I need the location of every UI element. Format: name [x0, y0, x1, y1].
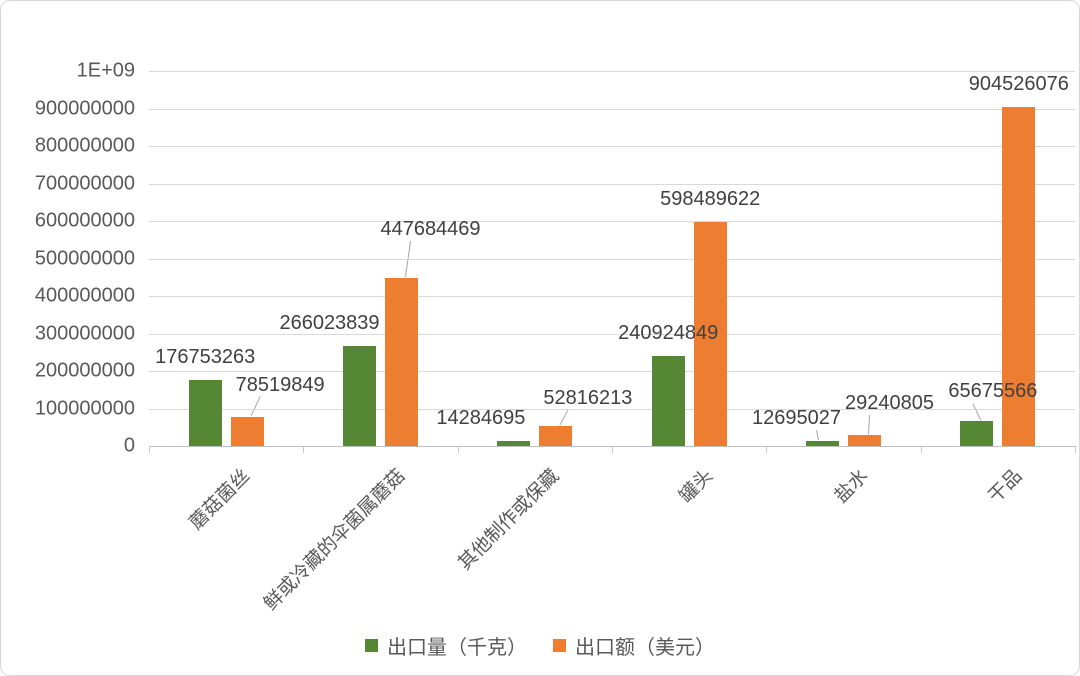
data-label: 78519849 [235, 373, 325, 396]
y-tick-label: 0 [123, 434, 135, 457]
data-label: 12695027 [752, 407, 841, 430]
data-label: 447684469 [380, 218, 481, 241]
bar-export-volume-0 [188, 379, 222, 446]
gridline [149, 146, 1075, 147]
legend-label-export-volume: 出口量（千克） [387, 636, 527, 659]
bar-export-volume-4 [806, 441, 839, 446]
gridline [149, 296, 1075, 297]
x-axis-tick [920, 446, 922, 453]
leader-line [816, 430, 819, 441]
bar-export-value-3 [693, 221, 727, 446]
data-label: 65675566 [948, 380, 1038, 403]
y-tick-label: 100000000 [34, 397, 135, 419]
y-tick-label: 600000000 [34, 209, 135, 232]
data-label: 29240805 [845, 392, 934, 415]
bar-export-value-5 [1002, 106, 1036, 446]
bar-export-value-0 [230, 416, 264, 446]
bar-export-value-4 [848, 435, 881, 446]
bar-export-value-1 [385, 278, 418, 446]
legend: 出口量（千克） 出口额（美元） [1, 631, 1079, 659]
gridline [149, 108, 1075, 110]
gridline [149, 258, 1075, 260]
leader-line [972, 403, 982, 421]
data-label: 52816213 [543, 387, 633, 410]
y-tick-label: 200000000 [34, 359, 135, 382]
leader-line [250, 396, 261, 416]
y-tick-label: 900000000 [34, 97, 135, 119]
bar-export-value-2 [539, 426, 573, 446]
gridline [149, 71, 1075, 72]
y-tick-label: 1E+09 [76, 59, 135, 82]
bar-export-volume-2 [497, 440, 531, 446]
x-axis-tick [612, 446, 613, 453]
bar-export-volume-1 [343, 346, 376, 446]
legend-item-export-value: 出口额（美元） [553, 631, 715, 660]
data-label: 14284695 [436, 406, 526, 429]
bar-export-volume-3 [651, 355, 685, 446]
x-axis-tick [766, 446, 768, 453]
gridline [149, 221, 1075, 222]
leader-line [559, 409, 569, 426]
data-label: 240924849 [618, 321, 719, 344]
gridline [149, 183, 1075, 185]
x-axis-tick [1075, 446, 1076, 453]
legend-swatch-green [365, 638, 378, 652]
legend-swatch-orange [553, 638, 566, 652]
data-label: 266023839 [279, 312, 380, 335]
data-label: 904526076 [968, 72, 1069, 95]
y-tick-label: 500000000 [34, 247, 135, 269]
y-tick-label: 300000000 [34, 322, 135, 344]
gridline [149, 333, 1075, 335]
bar-export-volume-5 [960, 421, 994, 446]
y-tick-label: 700000000 [34, 172, 135, 194]
x-axis-tick [303, 446, 305, 453]
data-label: 598489622 [660, 187, 761, 210]
data-label: 176753263 [155, 345, 256, 368]
legend-item-export-volume: 出口量（千克） [365, 631, 527, 660]
gridline [149, 408, 1075, 410]
leader-line [868, 415, 870, 435]
gridline [149, 371, 1075, 372]
x-axis-tick [457, 446, 459, 453]
y-tick-label: 400000000 [34, 284, 135, 307]
y-tick-label: 800000000 [34, 134, 135, 157]
x-axis-tick [149, 446, 150, 453]
legend-label-export-value: 出口额（美元） [575, 636, 715, 659]
